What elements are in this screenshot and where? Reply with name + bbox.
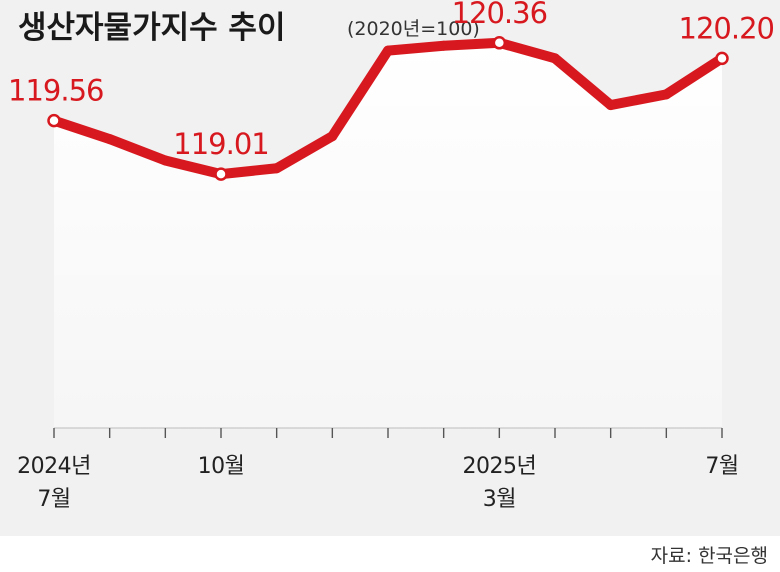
data-label-layer: 119.56 119.01 120.36 120.20 xyxy=(8,0,775,161)
x-label-layer: 2024년 7월 10월 2025년 3월 7월 xyxy=(17,454,739,512)
series-line-segment-5 xyxy=(327,45,393,142)
data-label-1: 119.01 xyxy=(173,127,268,161)
x-label-3-line-0: 7월 xyxy=(705,454,738,479)
series-line-segment-7 xyxy=(438,37,505,51)
data-point-marker-0 xyxy=(47,113,61,128)
x-label-2-line-0: 2025년 xyxy=(462,454,536,479)
x-tick-marks xyxy=(53,428,723,438)
series-line-segment-3 xyxy=(216,163,282,180)
source-note: 자료: 한국은행 xyxy=(651,545,768,567)
data-label-0: 119.56 xyxy=(8,74,103,108)
series-line-segment-2 xyxy=(160,155,226,180)
series-line-segment-8 xyxy=(494,37,560,64)
data-point-marker-3 xyxy=(715,51,729,66)
series-line-segment-10 xyxy=(605,89,672,111)
data-point-marker-1 xyxy=(214,167,228,181)
footer-band xyxy=(0,536,780,572)
x-label-0-line-1: 7월 xyxy=(37,487,70,512)
data-label-3: 120.20 xyxy=(679,11,774,45)
area-layer xyxy=(54,42,722,429)
series-line-segment-11 xyxy=(661,53,727,100)
x-label-0-line-0: 2024년 xyxy=(17,454,91,479)
series-line-segment-9 xyxy=(550,53,616,111)
x-label-1-line-0: 10월 xyxy=(198,454,245,479)
data-label-2: 120.36 xyxy=(452,0,547,30)
chart-subtitle: (2020년=100) xyxy=(347,18,480,40)
data-point-marker-2 xyxy=(492,36,507,50)
marker-layer xyxy=(47,36,729,181)
series-line-segment-0 xyxy=(49,115,115,145)
area-fill xyxy=(54,42,722,429)
series-line-segment-4 xyxy=(271,131,338,174)
chart-title: 생산자물가지수 추이 xyxy=(18,10,285,46)
series-line-segment-1 xyxy=(104,134,171,166)
x-label-2-line-1: 3월 xyxy=(483,487,516,512)
line-layer xyxy=(49,37,727,180)
series-line-segment-6 xyxy=(383,40,449,56)
